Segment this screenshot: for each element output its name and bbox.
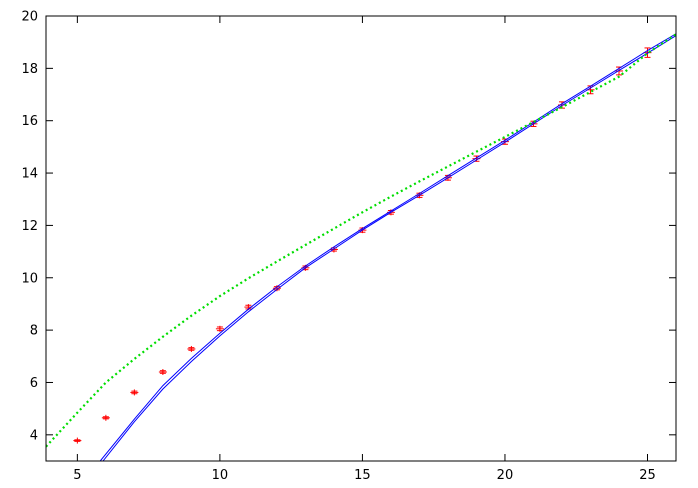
- data-point: [272, 285, 281, 292]
- x-tick-label: 5: [73, 468, 81, 483]
- y-tick-label: 10: [21, 271, 38, 286]
- dotted-curve: [46, 33, 676, 448]
- y-tick-label: 18: [21, 62, 38, 77]
- data-point: [187, 345, 196, 352]
- data-point: [101, 414, 110, 421]
- y-tick-label: 14: [21, 167, 38, 182]
- solid-curve: [99, 33, 676, 461]
- data-point: [215, 325, 224, 332]
- x-tick-label: 20: [497, 468, 514, 483]
- x-tick-label: 10: [212, 468, 229, 483]
- plot-frame: [45, 15, 677, 462]
- tick-labels: 5 10 15 20 25 4 6 8 10 12 14 16 18 20: [21, 10, 655, 484]
- data-point: [130, 389, 139, 396]
- y-tick-label: 16: [21, 114, 38, 129]
- data-point: [158, 369, 167, 375]
- y-tick-label: 4: [30, 428, 38, 443]
- y-tick-label: 12: [21, 219, 38, 234]
- y-tick-label: 20: [21, 10, 38, 25]
- x-tick-label: 15: [354, 468, 371, 483]
- y-tick-label: 6: [30, 376, 38, 391]
- data-point: [73, 437, 82, 444]
- axes: [45, 15, 677, 462]
- plot-series: [46, 33, 676, 461]
- x-tick-label: 25: [639, 468, 656, 483]
- solid-curve: [102, 35, 676, 461]
- y-tick-label: 8: [30, 324, 38, 339]
